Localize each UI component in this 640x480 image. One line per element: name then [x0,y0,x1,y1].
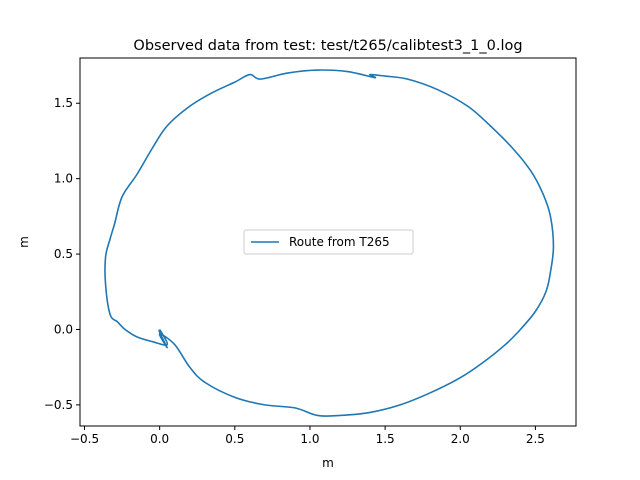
legend-label-route-from-t265: Route from T265 [289,235,390,249]
x-tick-label: 1.5 [376,432,395,446]
series-layer [104,69,555,417]
x-tick-label: 0.0 [150,432,169,446]
legend-box [243,229,414,255]
y-tick-label: 0.5 [54,247,73,261]
x-tick-label: 2.0 [451,432,470,446]
chart-title: Observed data from test: test/t265/calib… [133,38,522,54]
x-axis-label: m [322,456,334,470]
y-tick-label: −0.5 [44,398,73,412]
axes-frame [79,57,577,427]
x-tick-label: 2.5 [526,432,545,446]
y-axis: −0.5 0.0 0.5 1.0 1.5 [44,96,80,412]
legend: Route from T265 [243,229,414,255]
plot-area: −0.5 0.0 0.5 1.0 1.5 2.0 2.5 −0.5 0.0 0.5 1.0 1.5 [44,57,577,446]
x-tick-label: −0.5 [70,432,99,446]
y-axis-label: m [17,236,31,248]
x-tick-label: 0.5 [225,432,244,446]
x-tick-label: 1.0 [300,432,319,446]
x-axis: −0.5 0.0 0.5 1.0 1.5 2.0 2.5 [70,426,545,446]
y-tick-label: 1.0 [54,172,73,186]
series-line-route-from-t265 [104,69,555,417]
y-tick-label: 0.0 [54,322,73,336]
y-tick-label: 1.5 [54,96,73,110]
